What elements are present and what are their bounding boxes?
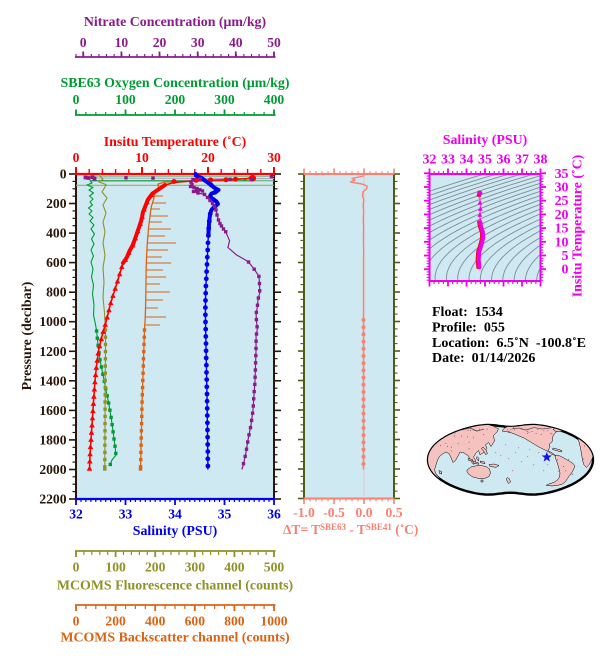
- svg-text:400: 400: [46, 226, 67, 241]
- svg-text:15: 15: [555, 222, 569, 237]
- svg-text:35: 35: [218, 507, 232, 522]
- svg-text:MCOMS Fluorescence channel (co: MCOMS Fluorescence channel (counts): [57, 579, 294, 594]
- svg-text:300: 300: [185, 560, 206, 575]
- svg-text:10: 10: [555, 235, 569, 250]
- svg-text:1000: 1000: [260, 614, 287, 629]
- svg-text:30: 30: [267, 150, 281, 165]
- svg-text:100: 100: [115, 92, 136, 107]
- svg-text:800: 800: [46, 285, 67, 300]
- svg-text:0: 0: [73, 92, 80, 107]
- svg-text:25: 25: [555, 194, 569, 209]
- svg-text:1800: 1800: [39, 432, 66, 447]
- svg-text:38: 38: [534, 153, 548, 168]
- svg-text:0: 0: [562, 263, 569, 278]
- svg-text:0: 0: [73, 560, 80, 575]
- svg-text:50: 50: [267, 35, 281, 50]
- svg-text:34: 34: [168, 507, 182, 522]
- svg-text:1200: 1200: [39, 344, 66, 359]
- svg-text:0: 0: [60, 167, 67, 182]
- svg-text:20: 20: [201, 150, 215, 165]
- svg-text:20: 20: [153, 35, 167, 50]
- svg-text:10: 10: [115, 35, 129, 50]
- svg-text:33: 33: [119, 507, 133, 522]
- svg-text:Insitu Temperature (˚C): Insitu Temperature (˚C): [571, 154, 586, 297]
- svg-text:5: 5: [562, 249, 569, 264]
- svg-text:30: 30: [191, 35, 205, 50]
- svg-text:600: 600: [46, 255, 67, 270]
- svg-text:200: 200: [46, 196, 67, 211]
- svg-text:10: 10: [135, 150, 149, 165]
- svg-text:MCOMS Backscatter channel (cou: MCOMS Backscatter channel (counts): [60, 631, 290, 646]
- svg-text:Date: 01/14/2026: Date: 01/14/2026: [432, 351, 535, 366]
- svg-text:0: 0: [80, 35, 87, 50]
- svg-text:200: 200: [145, 560, 166, 575]
- svg-text:Float: 1534: Float: 1534: [432, 305, 503, 320]
- svg-text:36: 36: [267, 507, 281, 522]
- svg-text:Location: 6.5˚N -100.8˚E: Location: 6.5˚N -100.8˚E: [432, 336, 586, 351]
- svg-text:Nitrate Concentration (μm/kg): Nitrate Concentration (μm/kg): [84, 15, 267, 30]
- svg-text:0: 0: [73, 150, 80, 165]
- svg-text:400: 400: [224, 560, 245, 575]
- svg-text:200: 200: [105, 614, 126, 629]
- svg-text:Insitu Temperature (˚C): Insitu Temperature (˚C): [104, 135, 247, 150]
- svg-text:0: 0: [73, 614, 80, 629]
- svg-text:600: 600: [185, 614, 206, 629]
- svg-text:100: 100: [105, 560, 126, 575]
- svg-text:ΔT= TSBE63 - TSBE41 (˚C): ΔT= TSBE63 - TSBE41 (˚C): [283, 522, 418, 537]
- svg-text:-0.5: -0.5: [323, 505, 345, 520]
- svg-text:32: 32: [423, 153, 437, 168]
- svg-text:Pressure (decibar): Pressure (decibar): [20, 281, 35, 390]
- svg-text:40: 40: [229, 35, 243, 50]
- svg-text:500: 500: [264, 560, 285, 575]
- svg-text:Salinity (PSU): Salinity (PSU): [443, 133, 528, 148]
- svg-text:32: 32: [69, 507, 83, 522]
- svg-text:35: 35: [478, 153, 492, 168]
- svg-text:0.5: 0.5: [386, 505, 403, 520]
- svg-text:37: 37: [515, 153, 529, 168]
- svg-text:800: 800: [224, 614, 245, 629]
- svg-text:300: 300: [214, 92, 235, 107]
- svg-text:400: 400: [145, 614, 166, 629]
- svg-text:36: 36: [497, 153, 511, 168]
- svg-text:1400: 1400: [39, 373, 66, 388]
- svg-text:Profile: 055: Profile: 055: [432, 321, 505, 336]
- svg-text:2200: 2200: [39, 492, 66, 507]
- svg-text:20: 20: [555, 208, 569, 223]
- svg-text:2000: 2000: [39, 462, 66, 477]
- svg-text:34: 34: [460, 153, 474, 168]
- svg-text:0.0: 0.0: [356, 505, 373, 520]
- svg-text:SBE63 Oxygen Concentration (μm: SBE63 Oxygen Concentration (μm/kg): [61, 76, 290, 91]
- svg-text:-1.0: -1.0: [293, 505, 315, 520]
- svg-text:33: 33: [441, 153, 455, 168]
- svg-text:Salinity (PSU): Salinity (PSU): [133, 524, 218, 539]
- svg-text:200: 200: [165, 92, 186, 107]
- svg-text:400: 400: [264, 92, 285, 107]
- svg-text:1000: 1000: [39, 314, 66, 329]
- svg-text:35: 35: [555, 167, 569, 182]
- svg-text:30: 30: [555, 181, 569, 196]
- svg-text:1600: 1600: [39, 403, 66, 418]
